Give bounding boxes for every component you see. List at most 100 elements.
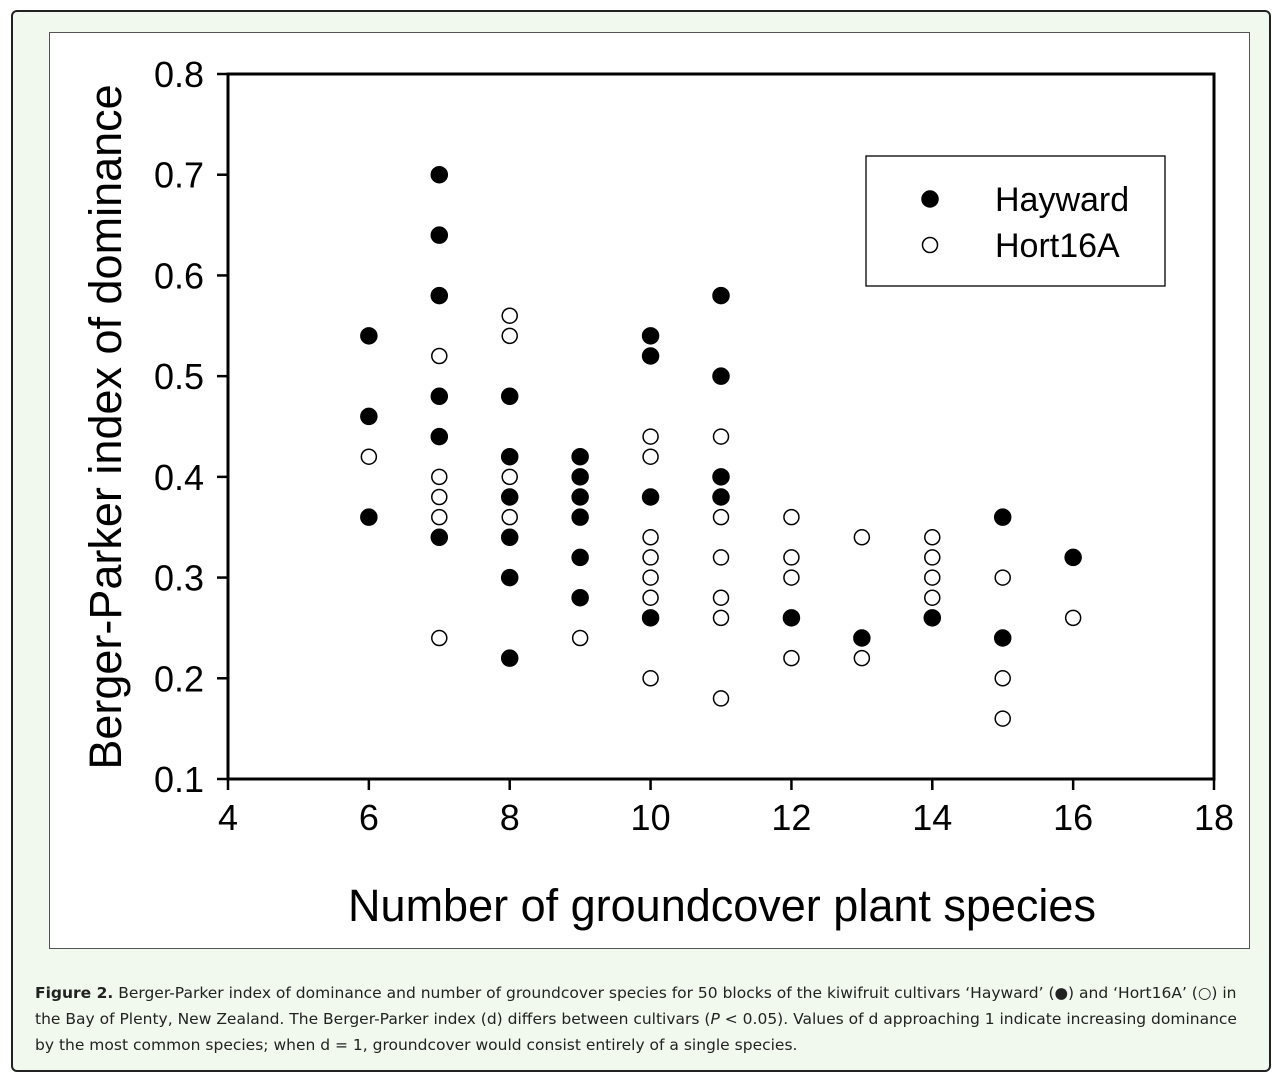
data-point-hayward <box>641 347 660 365</box>
data-point-hort16a <box>783 649 800 667</box>
data-point-hayward <box>500 447 519 466</box>
y-tick-label: 0.3 <box>154 558 204 599</box>
data-point-hayward <box>430 427 449 446</box>
x-tick-label: 4 <box>218 797 238 838</box>
data-point-hort16a <box>853 649 871 667</box>
data-point-hayward <box>500 568 519 587</box>
y-tick-label: 0.4 <box>154 457 204 498</box>
data-point-hort16a <box>712 508 730 526</box>
data-point-hort16a <box>994 670 1011 687</box>
data-point-hayward <box>782 609 801 627</box>
data-point-hort16a <box>642 589 659 606</box>
data-point-hayward <box>360 407 378 426</box>
data-point-hayward <box>571 548 589 567</box>
data-point-hayward <box>430 226 449 244</box>
caption-p-symbol: P <box>710 1010 720 1028</box>
data-point-hort16a <box>712 690 730 707</box>
data-points <box>360 165 1082 727</box>
data-point-hayward <box>500 649 519 667</box>
data-point-hayward <box>641 609 660 627</box>
data-point-hayward <box>430 528 449 547</box>
data-point-hort16a <box>360 448 378 465</box>
x-tick-label: 10 <box>631 797 671 838</box>
y-tick-label: 0.2 <box>154 658 204 699</box>
data-point-hort16a <box>994 710 1011 727</box>
data-point-hort16a <box>431 347 448 365</box>
data-point-hort16a <box>924 549 941 566</box>
legend-marker-hort16a <box>921 236 939 254</box>
data-point-hort16a <box>712 589 730 606</box>
data-point-hort16a <box>642 569 659 586</box>
data-point-hayward <box>993 629 1012 647</box>
data-point-hort16a <box>642 529 659 546</box>
data-point-hort16a <box>501 327 518 345</box>
data-point-hort16a <box>924 589 941 606</box>
data-point-hort16a <box>431 508 448 526</box>
data-point-hayward <box>712 468 730 486</box>
scatter-chart: 4 6 8 10 12 14 16 18 0.1 0.2 0.3 0.4 0.5 0.6 0.7 0.8 Nu… <box>80 54 1234 931</box>
figure-caption: Figure 2. Berger-Parker index of dominan… <box>35 980 1255 1058</box>
data-point-hayward <box>500 488 519 506</box>
data-point-hort16a <box>994 569 1011 586</box>
data-point-hort16a <box>431 629 448 647</box>
data-point-hort16a <box>642 549 659 566</box>
data-point-hort16a <box>501 508 518 526</box>
data-point-hort16a <box>712 549 730 566</box>
data-point-hayward <box>430 286 449 305</box>
y-tick-label: 0.8 <box>154 54 204 95</box>
caption-label: Figure 2. <box>35 984 114 1002</box>
plot-panel: 4 6 8 10 12 14 16 18 0.1 0.2 0.3 0.4 0.5 0.6 0.7 0.8 Nu… <box>49 32 1250 949</box>
legend: Hayward Hort16A <box>865 155 1166 287</box>
data-point-hayward <box>500 528 519 547</box>
data-point-hayward <box>571 488 589 506</box>
data-point-hort16a <box>431 468 448 486</box>
y-tick-label: 0.5 <box>154 356 204 397</box>
data-point-hort16a <box>712 428 730 445</box>
axis-ticks: 4 6 8 10 12 14 16 18 0.1 0.2 0.3 0.4 0.5 0.6 0.7 0.8 <box>154 54 1234 838</box>
x-tick-label: 12 <box>771 797 811 838</box>
data-point-hort16a <box>642 670 659 687</box>
data-point-hayward <box>571 508 589 526</box>
y-tick-label: 0.7 <box>154 155 204 196</box>
data-point-hayward <box>360 327 378 345</box>
data-point-hort16a <box>431 488 448 506</box>
data-point-hort16a <box>924 569 941 586</box>
data-point-hort16a <box>501 468 518 486</box>
data-point-hayward <box>430 165 449 184</box>
data-point-hort16a <box>642 448 659 465</box>
data-point-hayward <box>571 468 589 486</box>
data-point-hayward <box>853 629 871 647</box>
x-tick-label: 6 <box>359 797 379 838</box>
data-point-hayward <box>993 508 1012 526</box>
data-point-hayward <box>500 387 519 406</box>
y-tick-label: 0.1 <box>154 759 204 800</box>
data-point-hort16a <box>853 529 871 546</box>
data-point-hayward <box>712 488 730 506</box>
x-axis-label: Number of groundcover plant species <box>348 880 1096 931</box>
data-point-hayward <box>923 609 942 627</box>
data-point-hort16a <box>642 428 659 445</box>
data-point-hayward <box>641 327 660 345</box>
data-point-hort16a <box>1064 609 1082 627</box>
y-axis-label: Berger-Parker index of dominance <box>80 84 131 769</box>
data-point-hayward <box>360 508 378 526</box>
legend-label-hort16a: Hort16A <box>995 227 1120 265</box>
legend-label-hayward: Hayward <box>995 181 1129 219</box>
x-tick-label: 18 <box>1194 797 1234 838</box>
data-point-hort16a <box>783 549 800 566</box>
data-point-hort16a <box>783 508 800 526</box>
x-tick-label: 16 <box>1053 797 1093 838</box>
caption-text-2: < 0.05). Values of d approaching 1 indic… <box>35 1010 1237 1054</box>
data-point-hayward <box>712 367 730 385</box>
data-point-hayward <box>641 488 660 506</box>
data-point-hayward <box>1064 548 1082 567</box>
data-point-hort16a <box>783 569 800 586</box>
x-tick-label: 8 <box>500 797 520 838</box>
data-point-hayward <box>712 286 730 305</box>
data-point-hort16a <box>501 307 518 324</box>
data-point-hort16a <box>571 629 589 647</box>
legend-marker-hayward <box>921 190 939 208</box>
x-tick-label: 14 <box>912 797 952 838</box>
data-point-hort16a <box>924 529 941 546</box>
data-point-hayward <box>430 387 449 406</box>
